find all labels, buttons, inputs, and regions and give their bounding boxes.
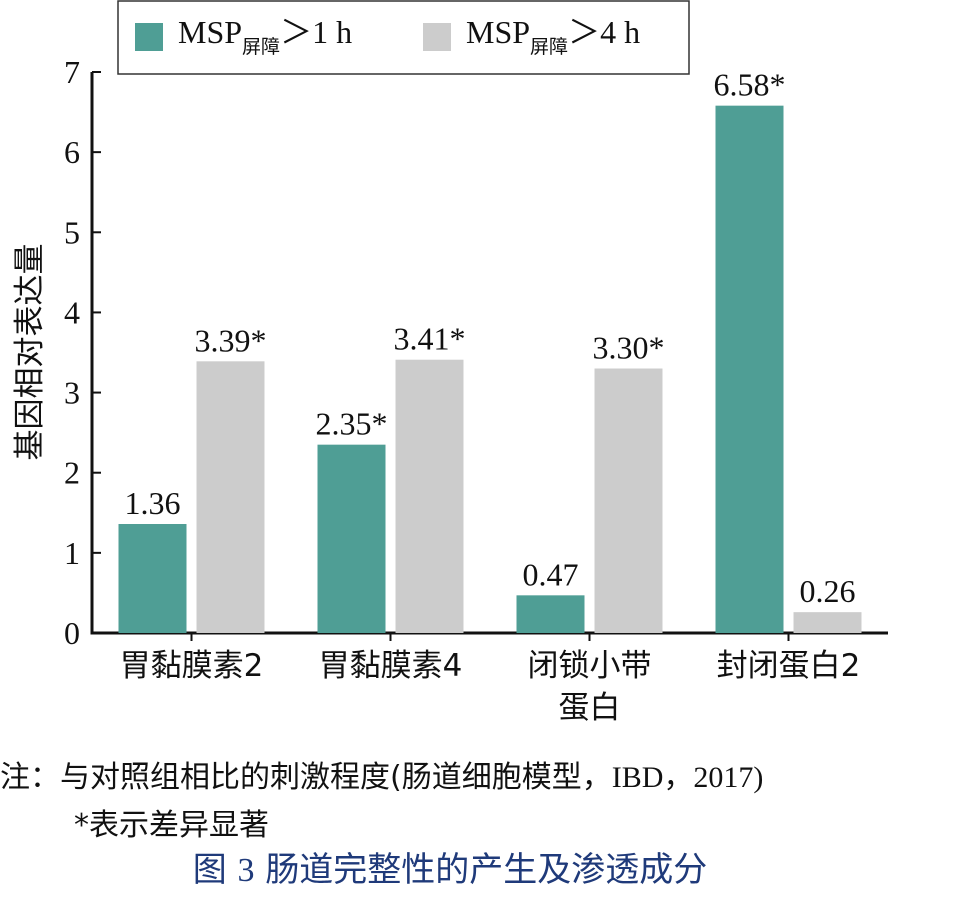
- legend-label-rest: ＞1 h: [280, 14, 352, 50]
- y-tick-label: 6: [64, 134, 80, 170]
- note-line-1-prefix: 注：与对照组相比的刺激程度(肠道细胞模型，: [0, 760, 612, 795]
- x-tick-label: 闭锁小带: [528, 648, 652, 684]
- data-label: 0.26: [800, 573, 856, 609]
- legend-label-main: MSP: [178, 14, 242, 50]
- caption-fig: 图: [192, 850, 227, 890]
- bar-s2-1: [196, 361, 265, 633]
- x-tick-label: 封闭蛋白2: [717, 648, 861, 684]
- data-label: 0.47: [523, 556, 579, 592]
- legend-label-main: MSP: [466, 14, 530, 50]
- legend-label-sub: 屏障: [530, 36, 568, 58]
- y-tick-label: 1: [64, 535, 80, 571]
- bar-s1-2: [317, 444, 386, 633]
- bar-s1-4: [715, 105, 784, 633]
- data-label: 6.58*: [714, 67, 786, 103]
- x-tick-label: 胃黏膜素2: [120, 648, 264, 684]
- bar-s2-3: [594, 368, 663, 633]
- bars: [118, 105, 862, 633]
- data-label: 1.36: [125, 485, 181, 521]
- bar-labels: 1.36 3.39* 2.35* 3.41* 0.47 3.30* 6.58* 0.26: [125, 67, 856, 610]
- note-ibd: IBD: [611, 761, 664, 794]
- x-tick-label: 蛋白: [559, 690, 621, 726]
- note-year: 2017: [693, 761, 754, 794]
- legend: MSP屏障＞1 h MSP屏障＞4 h: [117, 0, 690, 75]
- y-axis: 0 1 2 3 4 5 6 7: [64, 54, 101, 651]
- legend-label-rest: ＞4 h: [568, 14, 640, 50]
- caption-number: 3: [237, 852, 255, 889]
- legend-swatch-2: [423, 23, 451, 51]
- y-tick-label: 0: [64, 615, 80, 651]
- y-tick-label: 2: [64, 455, 80, 491]
- y-tick-label: 3: [64, 375, 80, 411]
- caption-title: 肠道完整性的产生及渗透成分: [265, 850, 708, 890]
- data-label: 3.41*: [394, 321, 466, 357]
- legend-label-1: MSP屏障＞1 h: [178, 14, 352, 58]
- legend-label-sub: 屏障: [242, 36, 280, 58]
- bar-s1-1: [118, 524, 187, 633]
- data-label: 3.30*: [593, 330, 665, 366]
- figure-caption: 图 3 肠道完整性的产生及渗透成分: [0, 842, 900, 891]
- y-tick-label: 7: [64, 54, 80, 90]
- data-label: 2.35*: [316, 406, 388, 442]
- legend-swatch-1: [135, 23, 163, 51]
- x-tick-label: 胃黏膜素4: [319, 648, 463, 684]
- legend-box: [117, 0, 690, 75]
- bar-s2-2: [395, 359, 464, 633]
- bar-s1-3: [516, 595, 585, 633]
- legend-label-2: MSP屏障＞4 h: [466, 14, 640, 58]
- note-line-2: *表示差异显著: [74, 808, 269, 843]
- note-comma: ，: [663, 760, 694, 795]
- y-tick-label: 4: [64, 294, 80, 330]
- bar-s2-4: [793, 612, 862, 633]
- data-label: 3.39*: [195, 322, 267, 358]
- note-close-paren: ): [753, 761, 764, 794]
- note-line-1: 注：与对照组相比的刺激程度(肠道细胞模型，IBD，2017): [0, 752, 763, 796]
- y-axis-label: 基因相对表达量: [12, 244, 48, 461]
- y-tick-label: 5: [64, 214, 80, 250]
